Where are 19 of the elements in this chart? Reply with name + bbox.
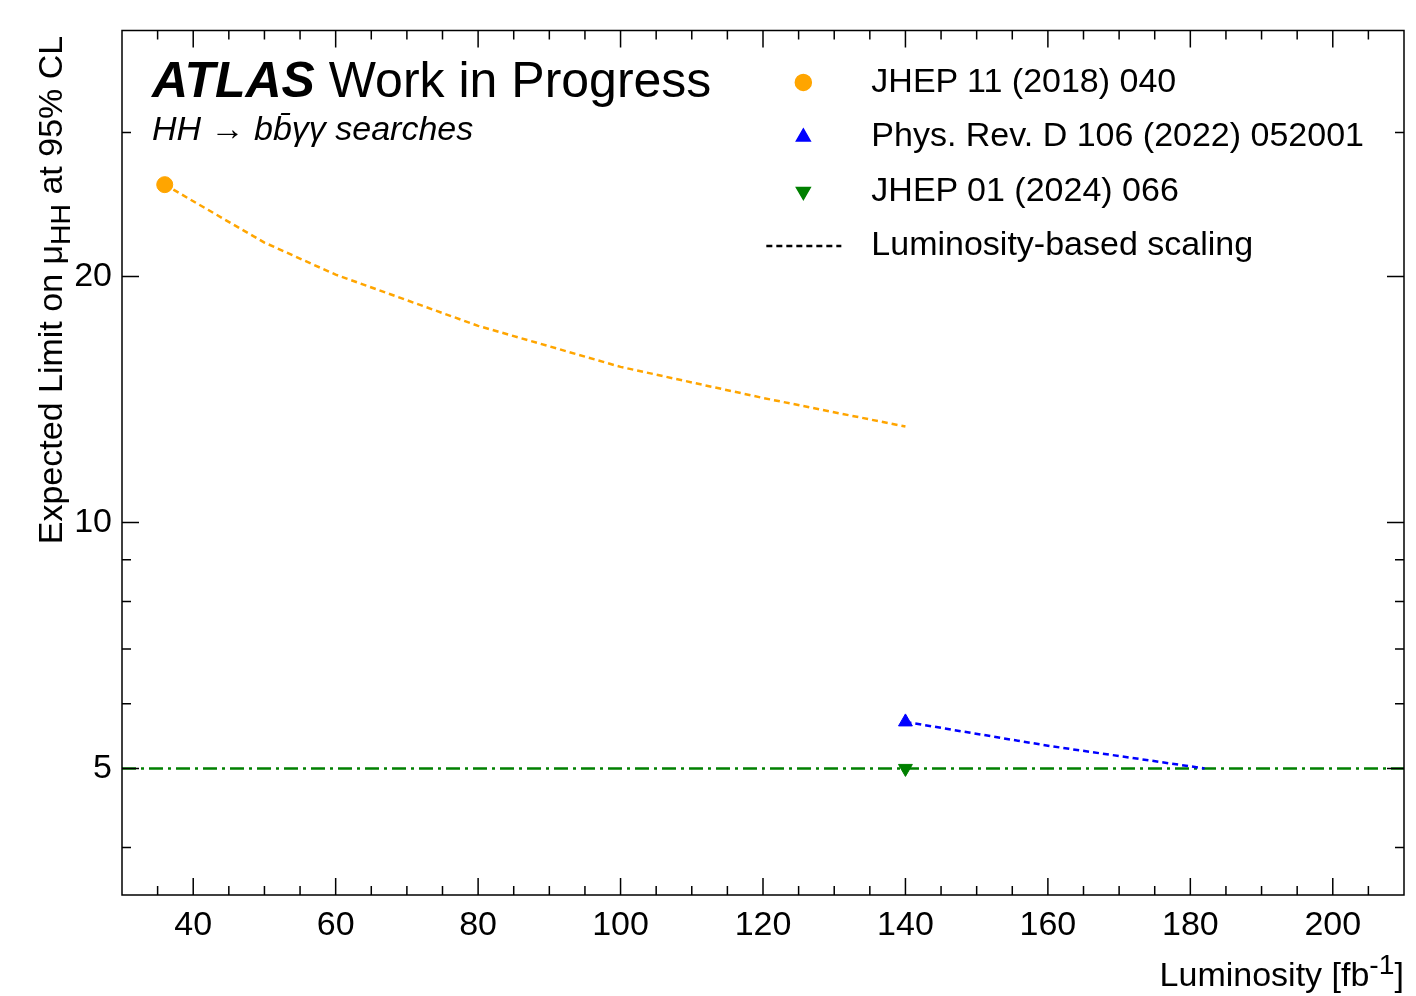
text: HH → bb̄γγ searches bbox=[152, 109, 474, 148]
legend-label: Luminosity-based scaling bbox=[871, 224, 1254, 263]
legend-label: JHEP 01 (2024) 066 bbox=[871, 169, 1179, 208]
legend-label: Phys. Rev. D 106 (2022) 052001 bbox=[871, 115, 1364, 154]
y-tick-label: 5 bbox=[93, 746, 112, 785]
x-tick-label: 160 bbox=[1019, 903, 1077, 942]
x-tick-label: 80 bbox=[459, 903, 498, 942]
x-tick-label: 180 bbox=[1161, 903, 1219, 942]
x-tick-label: 100 bbox=[592, 903, 649, 942]
x-axis-title: Luminosity [fb$^{-1}$] bbox=[1159, 948, 1404, 995]
chart-title: ATLAS Work in Progress bbox=[150, 52, 712, 109]
x-tick-label: 140 bbox=[877, 903, 934, 942]
y-tick-label: 20 bbox=[74, 254, 112, 293]
x-tick-label: 200 bbox=[1304, 903, 1362, 942]
x-tick-label: 120 bbox=[734, 903, 792, 942]
x-tick-label: 40 bbox=[174, 903, 213, 942]
y-tick-label: 10 bbox=[74, 500, 112, 539]
legend-label: JHEP 11 (2018) 040 bbox=[871, 60, 1177, 99]
x-tick-label: 60 bbox=[316, 903, 355, 942]
